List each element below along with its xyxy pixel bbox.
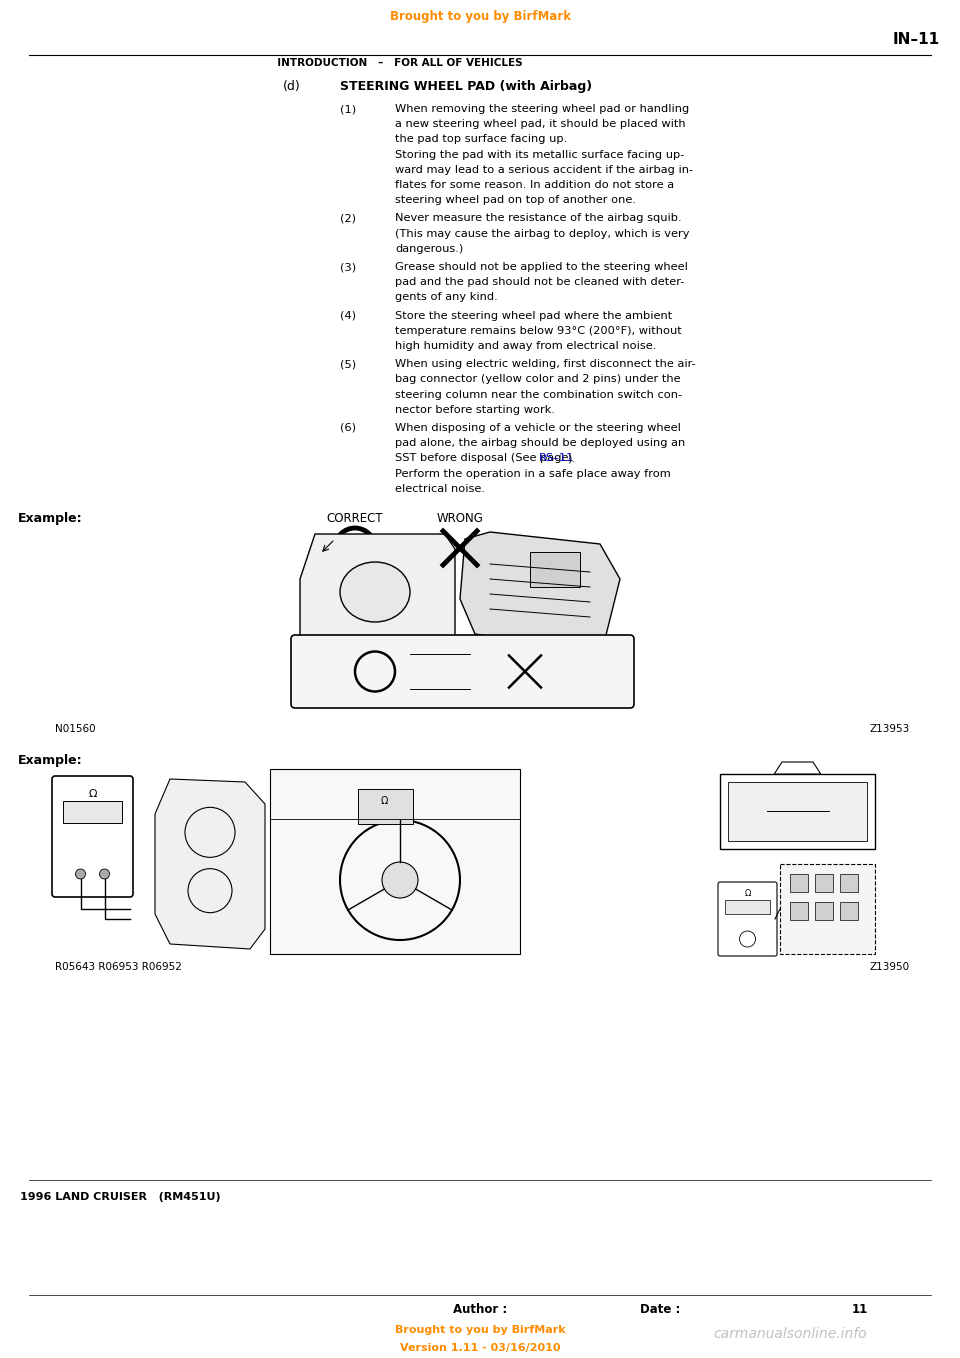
Text: Ω: Ω <box>381 796 388 807</box>
Ellipse shape <box>340 562 410 622</box>
Text: temperature remains below 93°C (200°F), without: temperature remains below 93°C (200°F), … <box>395 326 682 335</box>
Text: (4): (4) <box>340 311 356 320</box>
Text: pad and the pad should not be cleaned with deter-: pad and the pad should not be cleaned wi… <box>395 277 684 287</box>
Polygon shape <box>300 534 455 655</box>
Circle shape <box>76 869 85 879</box>
Text: 1996 LAND CRUISER   (RM451U): 1996 LAND CRUISER (RM451U) <box>20 1192 221 1202</box>
FancyBboxPatch shape <box>720 774 875 849</box>
FancyBboxPatch shape <box>291 636 634 708</box>
Polygon shape <box>775 762 821 774</box>
Text: Z13953: Z13953 <box>870 724 910 735</box>
FancyBboxPatch shape <box>728 782 867 841</box>
Text: Store the steering wheel pad where the ambient: Store the steering wheel pad where the a… <box>395 311 672 320</box>
Text: the pad top surface facing up.: the pad top surface facing up. <box>395 134 567 144</box>
Text: (6): (6) <box>340 422 356 433</box>
Text: CORRECT: CORRECT <box>326 512 383 526</box>
Text: 11: 11 <box>852 1302 868 1316</box>
Text: SST before disposal (See page: SST before disposal (See page <box>395 454 572 463</box>
FancyBboxPatch shape <box>815 875 833 892</box>
Text: Storing the pad with its metallic surface facing up-: Storing the pad with its metallic surfac… <box>395 149 684 160</box>
FancyBboxPatch shape <box>790 902 808 919</box>
Text: flates for some reason. In addition do not store a: flates for some reason. In addition do n… <box>395 181 674 190</box>
Polygon shape <box>155 779 265 949</box>
Text: R05643 R06953 R06952: R05643 R06953 R06952 <box>55 961 181 972</box>
Text: Never measure the resistance of the airbag squib.: Never measure the resistance of the airb… <box>395 213 682 224</box>
Text: Example:: Example: <box>18 512 83 526</box>
Text: RS–11: RS–11 <box>539 454 574 463</box>
Text: When using electric welding, first disconnect the air-: When using electric welding, first disco… <box>395 360 696 369</box>
Text: (2): (2) <box>340 213 356 224</box>
Text: gents of any kind.: gents of any kind. <box>395 292 497 303</box>
Text: Date :: Date : <box>639 1302 681 1316</box>
Text: (d): (d) <box>283 80 300 92</box>
FancyBboxPatch shape <box>63 801 122 823</box>
Text: Example:: Example: <box>18 754 83 767</box>
Text: N01560: N01560 <box>55 724 96 735</box>
Text: ).: ). <box>567 454 575 463</box>
Circle shape <box>100 869 109 879</box>
Text: Perform the operation in a safe place away from: Perform the operation in a safe place aw… <box>395 469 671 478</box>
Text: STEERING WHEEL PAD (with Airbag): STEERING WHEEL PAD (with Airbag) <box>340 80 592 92</box>
FancyBboxPatch shape <box>718 881 777 956</box>
FancyBboxPatch shape <box>530 551 580 587</box>
Text: Z13950: Z13950 <box>870 961 910 972</box>
Text: high humidity and away from electrical noise.: high humidity and away from electrical n… <box>395 341 657 350</box>
Text: (5): (5) <box>340 360 356 369</box>
Text: Grease should not be applied to the steering wheel: Grease should not be applied to the stee… <box>395 262 688 272</box>
Text: When disposing of a vehicle or the steering wheel: When disposing of a vehicle or the steer… <box>395 422 681 433</box>
Circle shape <box>382 862 418 898</box>
FancyBboxPatch shape <box>815 902 833 919</box>
Text: Version 1.11 - 03/16/2010: Version 1.11 - 03/16/2010 <box>399 1343 561 1353</box>
Text: bag connector (yellow color and 2 pins) under the: bag connector (yellow color and 2 pins) … <box>395 375 681 384</box>
Text: pad alone, the airbag should be deployed using an: pad alone, the airbag should be deployed… <box>395 439 685 448</box>
FancyBboxPatch shape <box>52 775 133 898</box>
Text: nector before starting work.: nector before starting work. <box>395 405 555 414</box>
Text: Ω: Ω <box>744 889 751 898</box>
FancyBboxPatch shape <box>840 875 858 892</box>
Text: IN–11: IN–11 <box>893 33 940 48</box>
Text: (3): (3) <box>340 262 356 272</box>
Text: (1): (1) <box>340 105 356 114</box>
Text: electrical noise.: electrical noise. <box>395 483 485 494</box>
Text: Ω: Ω <box>88 789 97 799</box>
Text: (This may cause the airbag to deploy, which is very: (This may cause the airbag to deploy, wh… <box>395 228 689 239</box>
Text: steering column near the combination switch con-: steering column near the combination swi… <box>395 390 683 399</box>
FancyBboxPatch shape <box>780 864 875 955</box>
Text: a new steering wheel pad, it should be placed with: a new steering wheel pad, it should be p… <box>395 120 685 129</box>
Text: Author :: Author : <box>453 1302 507 1316</box>
Text: Brought to you by BirfMark: Brought to you by BirfMark <box>390 10 570 23</box>
Text: steering wheel pad on top of another one.: steering wheel pad on top of another one… <box>395 196 636 205</box>
Text: dangerous.): dangerous.) <box>395 244 464 254</box>
FancyBboxPatch shape <box>270 769 520 955</box>
FancyBboxPatch shape <box>357 789 413 824</box>
FancyBboxPatch shape <box>725 900 770 914</box>
Polygon shape <box>460 532 620 649</box>
Text: Brought to you by BirfMark: Brought to you by BirfMark <box>395 1325 565 1335</box>
Text: WRONG: WRONG <box>437 512 484 526</box>
Text: When removing the steering wheel pad or handling: When removing the steering wheel pad or … <box>395 105 689 114</box>
FancyBboxPatch shape <box>790 875 808 892</box>
FancyBboxPatch shape <box>840 902 858 919</box>
Text: ward may lead to a serious accident if the airbag in-: ward may lead to a serious accident if t… <box>395 164 693 175</box>
Text: carmanualsonline.info: carmanualsonline.info <box>713 1327 867 1340</box>
Text: INTRODUCTION   –   FOR ALL OF VEHICLES: INTRODUCTION – FOR ALL OF VEHICLES <box>270 58 522 68</box>
